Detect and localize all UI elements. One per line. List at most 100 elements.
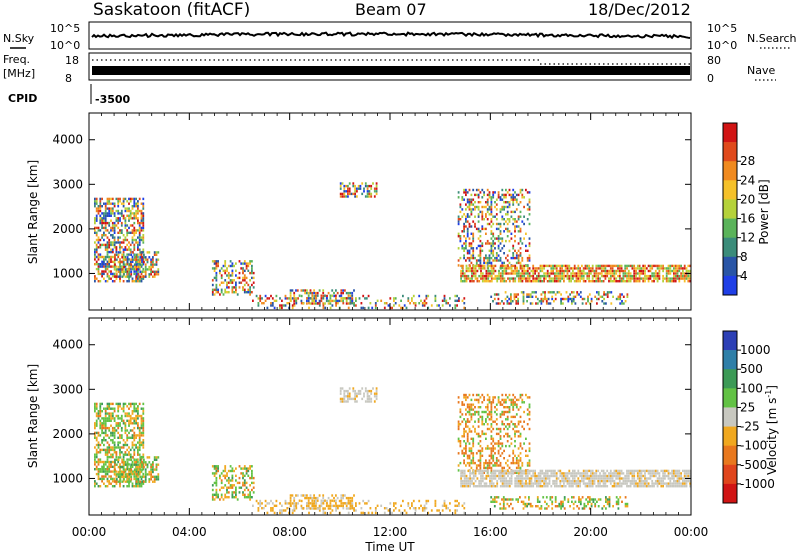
- scatter-cell: [103, 436, 105, 439]
- scatter-cell: [211, 279, 214, 282]
- scatter-cell: [494, 277, 497, 280]
- scatter-cell: [494, 477, 497, 480]
- scatter-cell: [368, 395, 371, 398]
- scatter-cell: [295, 297, 298, 300]
- scatter-cell: [515, 457, 518, 460]
- scatter-cell: [528, 274, 531, 278]
- scatter-cell: [503, 457, 505, 460]
- scatter-cell: [229, 469, 232, 473]
- scatter-cell: [517, 485, 520, 488]
- freq-tick-bottom: 8: [65, 72, 72, 85]
- scatter-cell: [108, 200, 111, 203]
- scatter-cell: [351, 507, 354, 510]
- scatter-cell: [131, 446, 134, 449]
- scatter-cell: [113, 407, 116, 410]
- scatter-cell: [242, 288, 244, 291]
- scatter-cell: [680, 264, 682, 268]
- scatter-cell: [506, 423, 509, 426]
- scatter-cell: [128, 407, 130, 410]
- scatter-cell: [306, 297, 308, 300]
- scatter-cell: [110, 424, 112, 427]
- scatter-cell: [135, 197, 137, 201]
- scatter-cell: [155, 260, 158, 264]
- scatter-cell: [506, 427, 509, 431]
- scatter-cell: [117, 275, 120, 278]
- scatter-cell: [445, 504, 448, 507]
- scatter-cell: [123, 270, 125, 273]
- scatter-cell: [462, 479, 464, 483]
- scatter-cell: [505, 485, 508, 488]
- scatter-cell: [486, 393, 489, 397]
- scatter-cell: [466, 396, 469, 399]
- scatter-cell: [137, 424, 139, 427]
- scatter-cell: [137, 212, 139, 215]
- scatter-cell: [238, 491, 241, 494]
- scatter-cell: [463, 479, 466, 483]
- scatter-cell: [549, 291, 552, 294]
- scatter-cell: [496, 485, 499, 488]
- scatter-cell: [383, 302, 386, 305]
- scatter-cell: [541, 274, 544, 278]
- scatter-cell: [119, 485, 121, 488]
- scatter-cell: [562, 297, 564, 301]
- scatter-cell: [150, 263, 152, 266]
- scatter-cell: [665, 269, 668, 273]
- scatter-cell: [472, 198, 475, 201]
- scatter-cell: [135, 402, 137, 406]
- scatter-cell: [122, 465, 125, 468]
- scatter-cell: [139, 463, 142, 466]
- scatter-cell: [137, 446, 139, 449]
- scatter-cell: [233, 496, 235, 499]
- scatter-cell: [217, 465, 219, 468]
- scatter-cell: [502, 302, 505, 305]
- colorbar-tick-label: 24: [740, 173, 755, 187]
- scatter-cell: [477, 188, 480, 192]
- scatter-cell: [499, 249, 502, 252]
- scatter-cell: [309, 291, 312, 295]
- scatter-cell: [124, 255, 127, 259]
- scatter-cell: [286, 297, 289, 300]
- scatter-cell: [121, 260, 124, 264]
- scatter-cell: [624, 300, 627, 303]
- scatter-cell: [476, 280, 479, 283]
- scatter-cell: [115, 414, 118, 418]
- scatter-cell: [515, 471, 518, 474]
- scatter-cell: [481, 432, 484, 436]
- scatter-cell: [304, 496, 306, 500]
- scatter-cell: [669, 272, 672, 275]
- scatter-cell: [577, 477, 580, 480]
- scatter-cell: [492, 272, 495, 275]
- scatter-cell: [99, 458, 102, 461]
- scatter-cell: [94, 463, 96, 466]
- scatter-cell: [226, 281, 228, 284]
- scatter-cell: [466, 425, 469, 428]
- scatter-cell: [111, 480, 114, 483]
- scatter-cell: [635, 274, 637, 278]
- scatter-cell: [618, 474, 621, 478]
- scatter-cell: [295, 507, 298, 510]
- scatter-cell: [94, 205, 96, 208]
- scatter-cell: [110, 470, 112, 473]
- scatter-cell: [619, 293, 622, 296]
- scatter-cell: [490, 210, 493, 214]
- scatter-cell: [110, 258, 112, 261]
- scatter-cell: [678, 267, 681, 270]
- scatter-cell: [101, 255, 103, 259]
- scatter-cell: [243, 291, 246, 294]
- scatter-cell: [227, 491, 230, 494]
- scatter-cell: [515, 220, 518, 223]
- scatter-cell: [591, 264, 594, 268]
- scatter-cell: [99, 477, 102, 481]
- scatter-cell: [680, 267, 682, 270]
- scatter-cell: [541, 479, 544, 483]
- scatter-cell: [354, 187, 356, 190]
- scatter-cell: [613, 479, 616, 483]
- scatter-cell: [505, 193, 507, 197]
- scatter-cell: [129, 465, 132, 468]
- scatter-cell: [546, 264, 549, 268]
- scatter-cell: [273, 511, 276, 515]
- scatter-cell: [115, 480, 118, 483]
- scatter-cell: [220, 472, 223, 475]
- scatter-cell: [506, 418, 509, 421]
- scatter-cell: [215, 467, 218, 470]
